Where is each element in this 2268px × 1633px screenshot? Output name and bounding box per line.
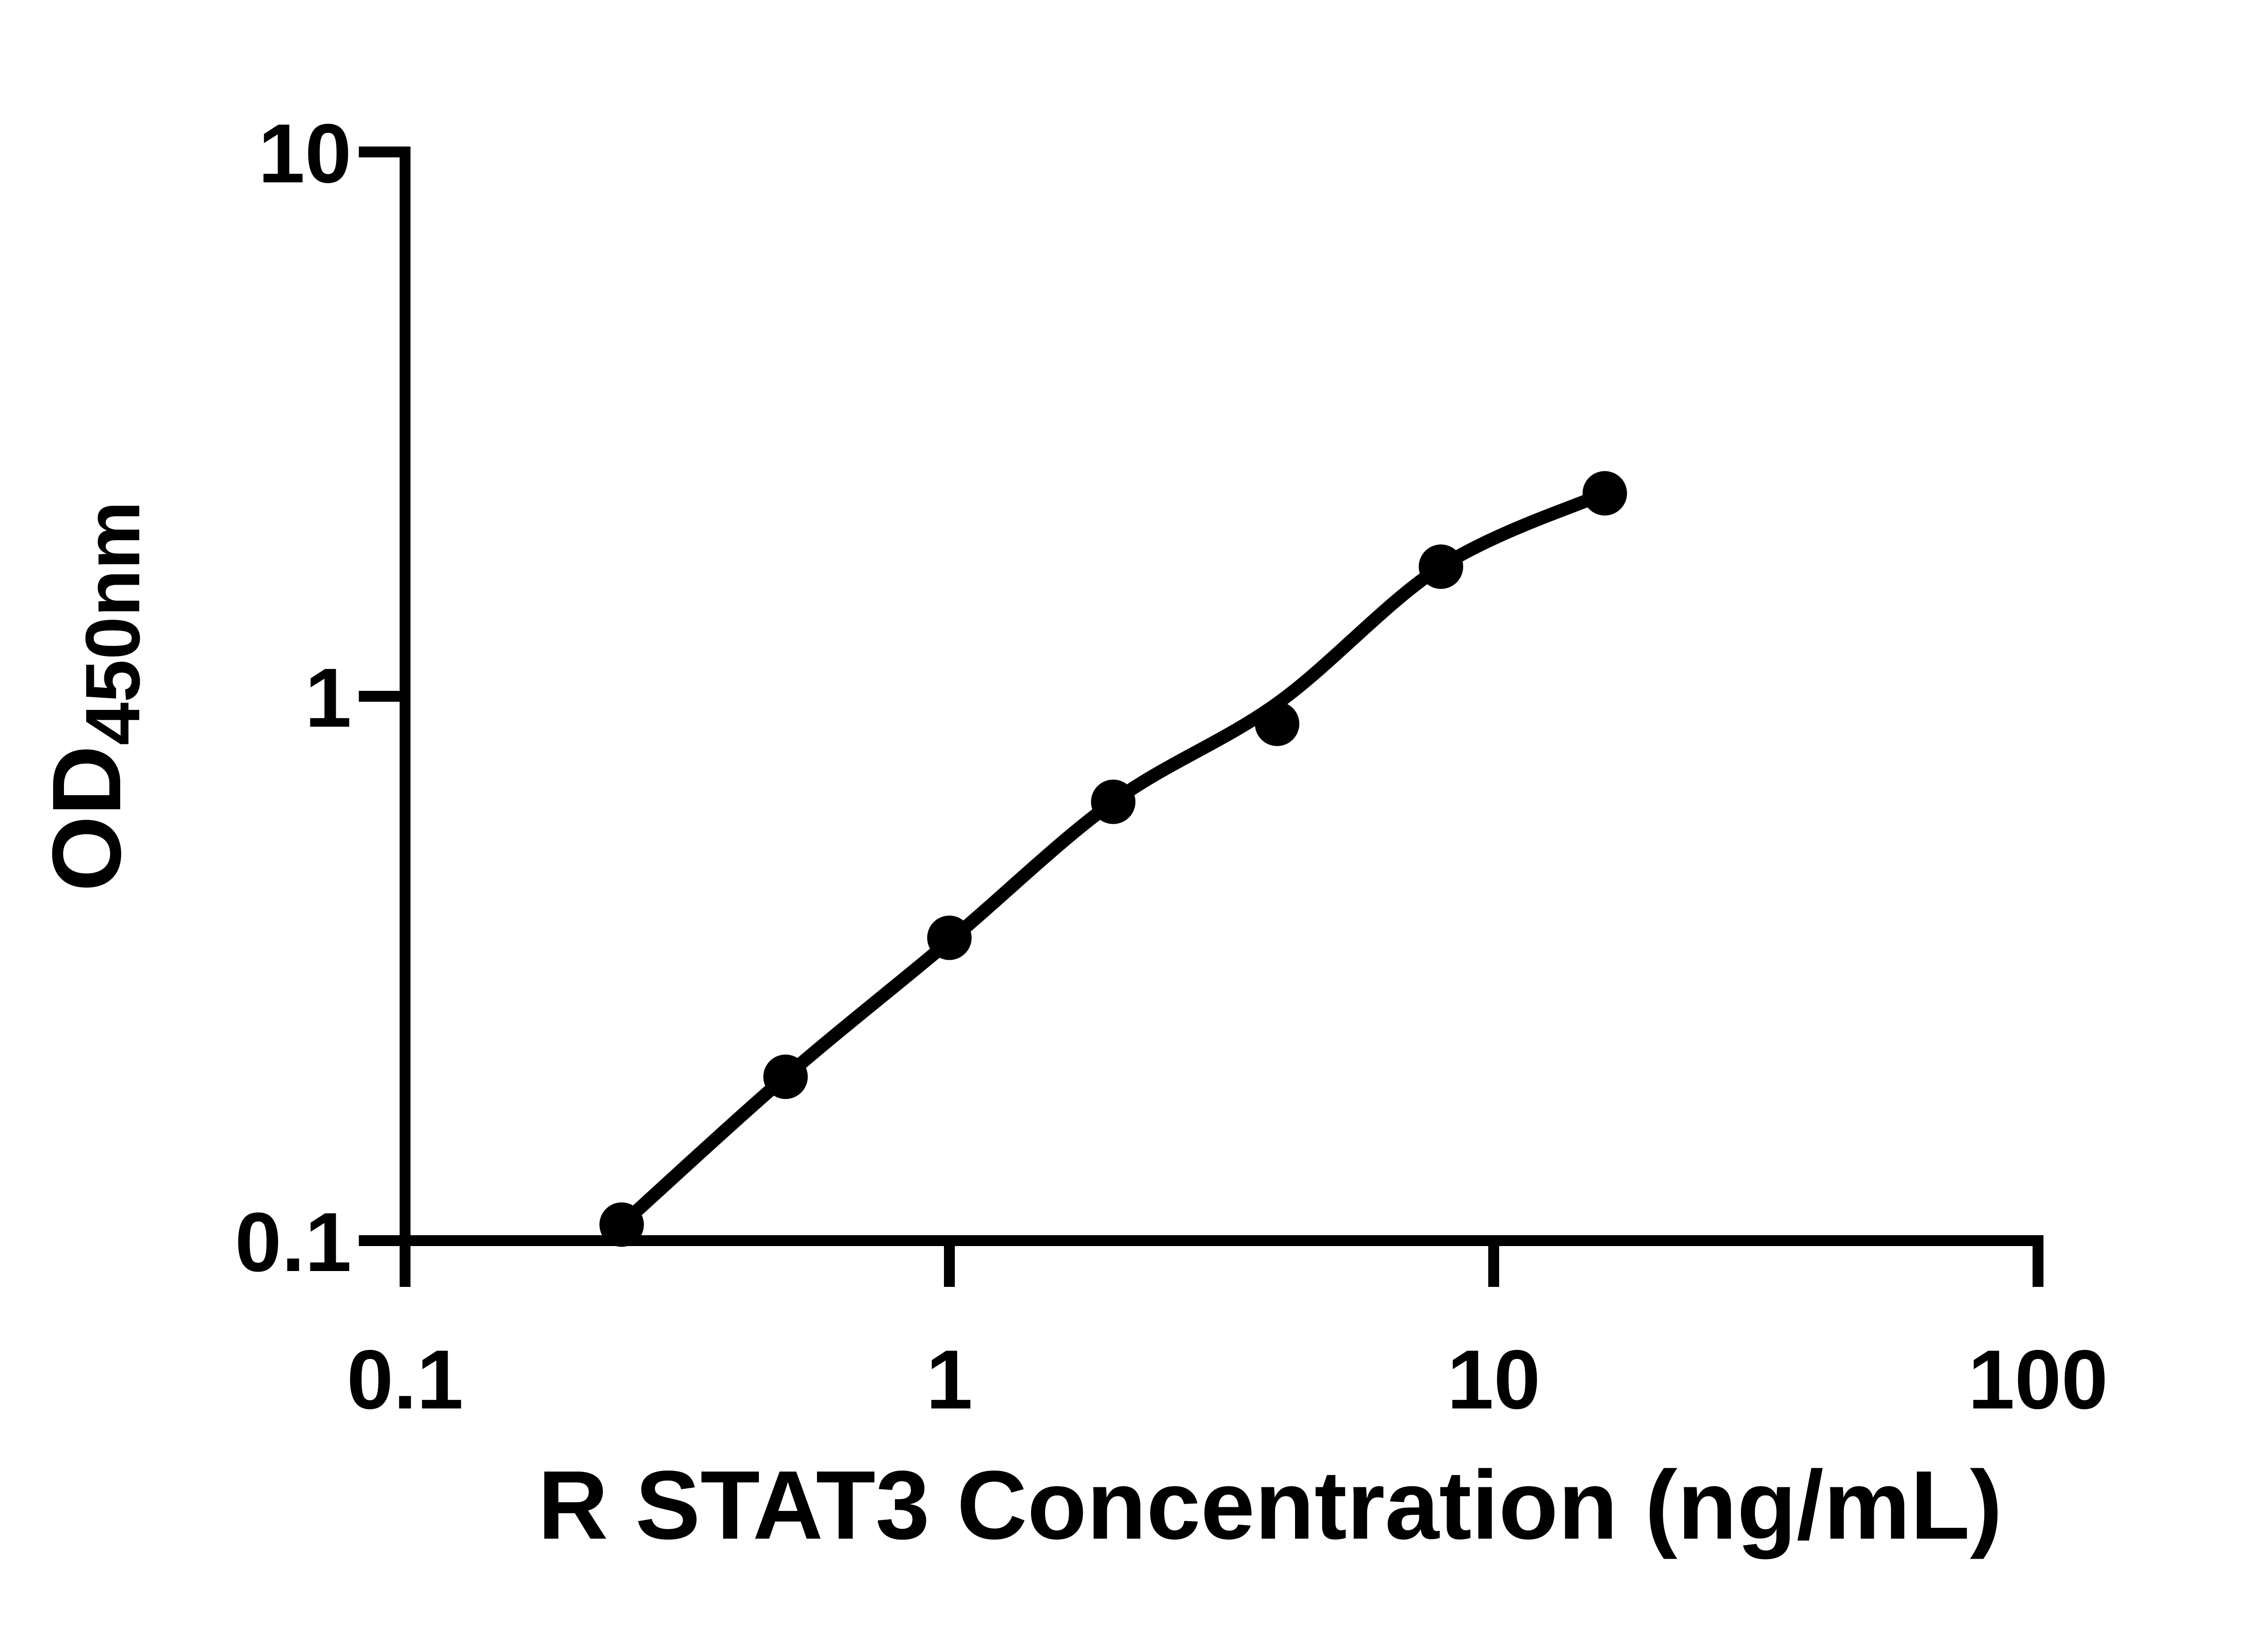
data-point [599,1202,644,1247]
data-point [763,1054,808,1099]
data-point [1091,779,1136,824]
x-tick [944,1246,955,1287]
y-tick [359,1235,400,1246]
x-tick-label: 100 [1968,1333,2108,1427]
y-axis-title-subscript: 450nm [70,501,156,745]
data-points [599,471,1627,1247]
y-tick-label: 1 [305,651,352,745]
y-axis-title-main: OD [32,745,141,892]
y-axis-title: OD450nm [32,501,156,891]
y-tick [359,691,400,702]
y-axis-ticks: 0.1 1 10 [235,107,400,1289]
y-tick-label: 10 [258,107,352,200]
y-tick-label: 0.1 [235,1196,352,1289]
x-tick-label: 0.1 [347,1333,463,1427]
x-tick-label: 10 [1447,1333,1540,1427]
x-tick [400,1246,411,1287]
x-tick [2033,1246,2043,1287]
x-tick [1488,1246,1499,1287]
data-point [1582,471,1627,516]
data-point [1418,544,1463,589]
x-axis-ticks: 0.1 1 10 100 [347,1246,2108,1427]
x-tick-label: 1 [926,1333,973,1427]
y-tick [359,147,400,157]
data-point [927,915,972,960]
x-axis-title: R STAT3 Concentration (ng/mL) [538,1450,2003,1560]
y-axis-line [400,147,411,1287]
data-point [1255,701,1300,746]
